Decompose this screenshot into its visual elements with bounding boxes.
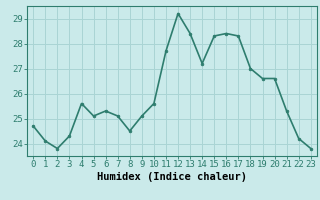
X-axis label: Humidex (Indice chaleur): Humidex (Indice chaleur) [97, 172, 247, 182]
